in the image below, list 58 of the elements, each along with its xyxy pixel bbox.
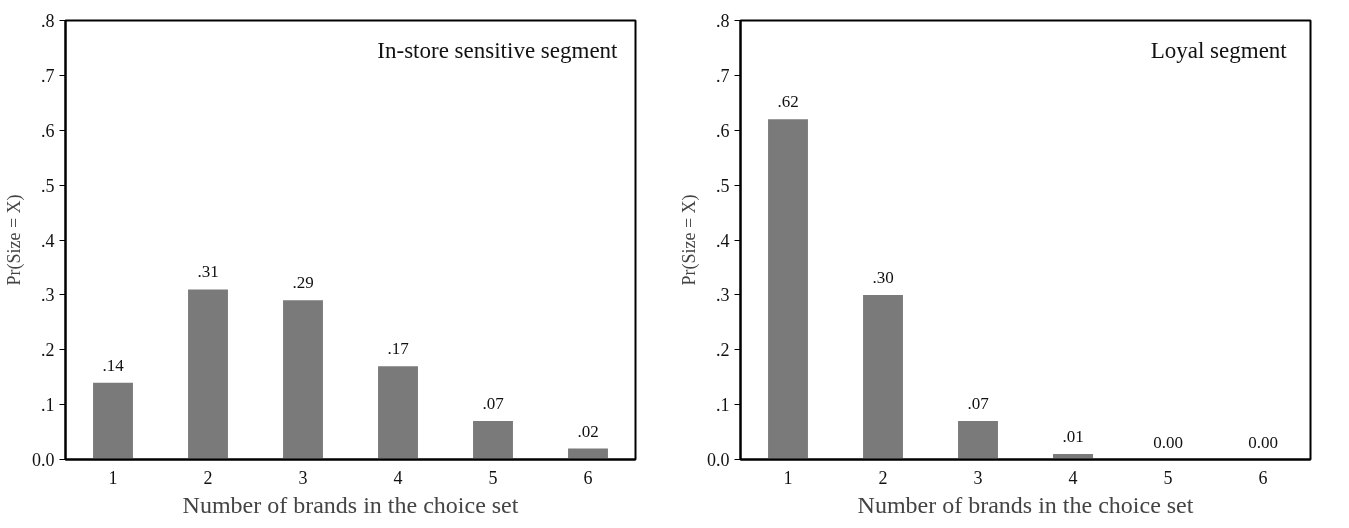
x-tick-label: 1 [783,467,793,488]
data-label: 0.00 [1248,432,1278,452]
data-label: .02 [577,421,599,441]
y-axis-title: Pr(Size = X) [4,194,25,286]
y-tick-label: .2 [716,340,730,361]
x-tick-label: 4 [393,467,403,488]
data-label: .29 [292,273,314,293]
y-tick-label: .6 [716,120,730,141]
data-label: 0.00 [1153,432,1183,452]
bar [958,421,998,460]
y-tick-label: .1 [716,395,730,416]
data-label: .30 [872,267,894,287]
data-label: .07 [967,394,990,414]
data-label: .14 [102,355,125,375]
bar [188,289,228,460]
y-tick-label: .3 [41,285,55,306]
y-tick-label: 0.0 [32,450,55,470]
y-tick-label: .1 [41,395,55,416]
x-tick-label: 2 [878,467,888,488]
y-tick-label: .2 [41,340,55,361]
text: In-store sensitive segment [377,37,619,63]
data-label: .01 [1062,427,1084,447]
bar [378,366,418,460]
y-tick-label: .8 [716,11,730,31]
y-tick-label: .6 [41,120,55,141]
y-tick-label: .5 [41,175,55,196]
text: Loyal segment [1150,37,1288,63]
x-axis-title: Number of brands in the choice set [182,491,519,518]
data-label: .31 [197,262,219,282]
bar [93,382,133,460]
bar [768,119,808,460]
data-label: .07 [482,394,505,414]
y-tick-label: .7 [41,65,55,86]
x-tick-label: 2 [203,467,213,488]
x-tick-label: 3 [298,467,308,488]
x-tick-label: 5 [488,467,498,488]
x-axis-title: Number of brands in the choice set [857,491,1194,518]
y-tick-label: .8 [41,11,55,31]
y-tick-label: 0.0 [707,450,730,470]
bar [1053,454,1093,460]
x-tick-label: 4 [1068,467,1078,488]
x-tick-label: 3 [973,467,983,488]
y-axis-title: Pr(Size = X) [679,194,700,286]
data-label: .62 [777,92,799,112]
bar [473,421,513,460]
y-tick-label: .7 [716,65,730,86]
y-tick-label: .3 [716,285,730,306]
x-tick-label: 5 [1163,467,1173,488]
x-tick-label: 6 [583,467,593,488]
bar [863,294,903,460]
x-tick-label: 6 [1258,467,1268,488]
bar [283,300,323,460]
bar [568,448,608,460]
y-tick-label: .4 [41,230,55,251]
y-tick-label: .4 [716,230,730,251]
y-tick-label: .5 [716,175,730,196]
x-tick-label: 1 [108,467,118,488]
data-label: .17 [387,339,410,359]
